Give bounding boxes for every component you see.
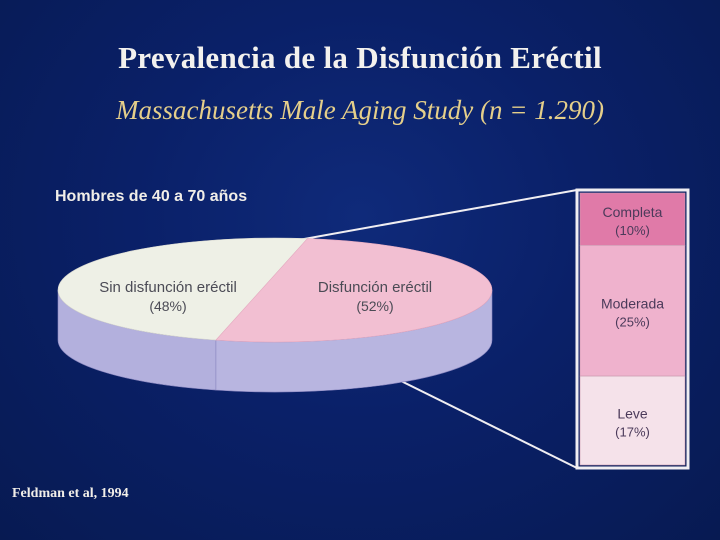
bar-pct-leve: (17%)	[615, 425, 650, 440]
pie-label-no-ed: Sin disfunción eréctil	[99, 279, 237, 296]
slide-title: Prevalencia de la Disfunción Eréctil	[118, 40, 602, 75]
bar-segment-completa	[579, 192, 686, 246]
pie-pct-no-ed: (48%)	[149, 298, 186, 314]
bar-label-moderada: Moderada	[601, 296, 664, 312]
pie-pct-ed: (52%)	[356, 298, 393, 314]
pie-slice-no-ed	[57, 237, 309, 341]
connector-bottom	[394, 377, 578, 469]
connector-top	[292, 189, 578, 242]
pie-label-ed: Disfunción eréctil	[318, 279, 432, 296]
bar-segment-moderada	[579, 245, 686, 377]
slide-subtitle: Massachusetts Male Aging Study (n = 1.29…	[116, 95, 604, 125]
bar-pct-moderada: (25%)	[615, 315, 650, 330]
bar-label-completa: Completa	[603, 204, 663, 220]
population-label: Hombres de 40 a 70 años	[55, 188, 248, 205]
bar-frame	[575, 188, 690, 470]
bar-pct-completa: (10%)	[615, 223, 650, 238]
pie-slice-ed	[215, 238, 493, 343]
source-credit: Feldman et al, 1994	[12, 486, 129, 501]
bar-label-leve: Leve	[617, 406, 648, 422]
bar-segment-leve	[579, 375, 686, 466]
